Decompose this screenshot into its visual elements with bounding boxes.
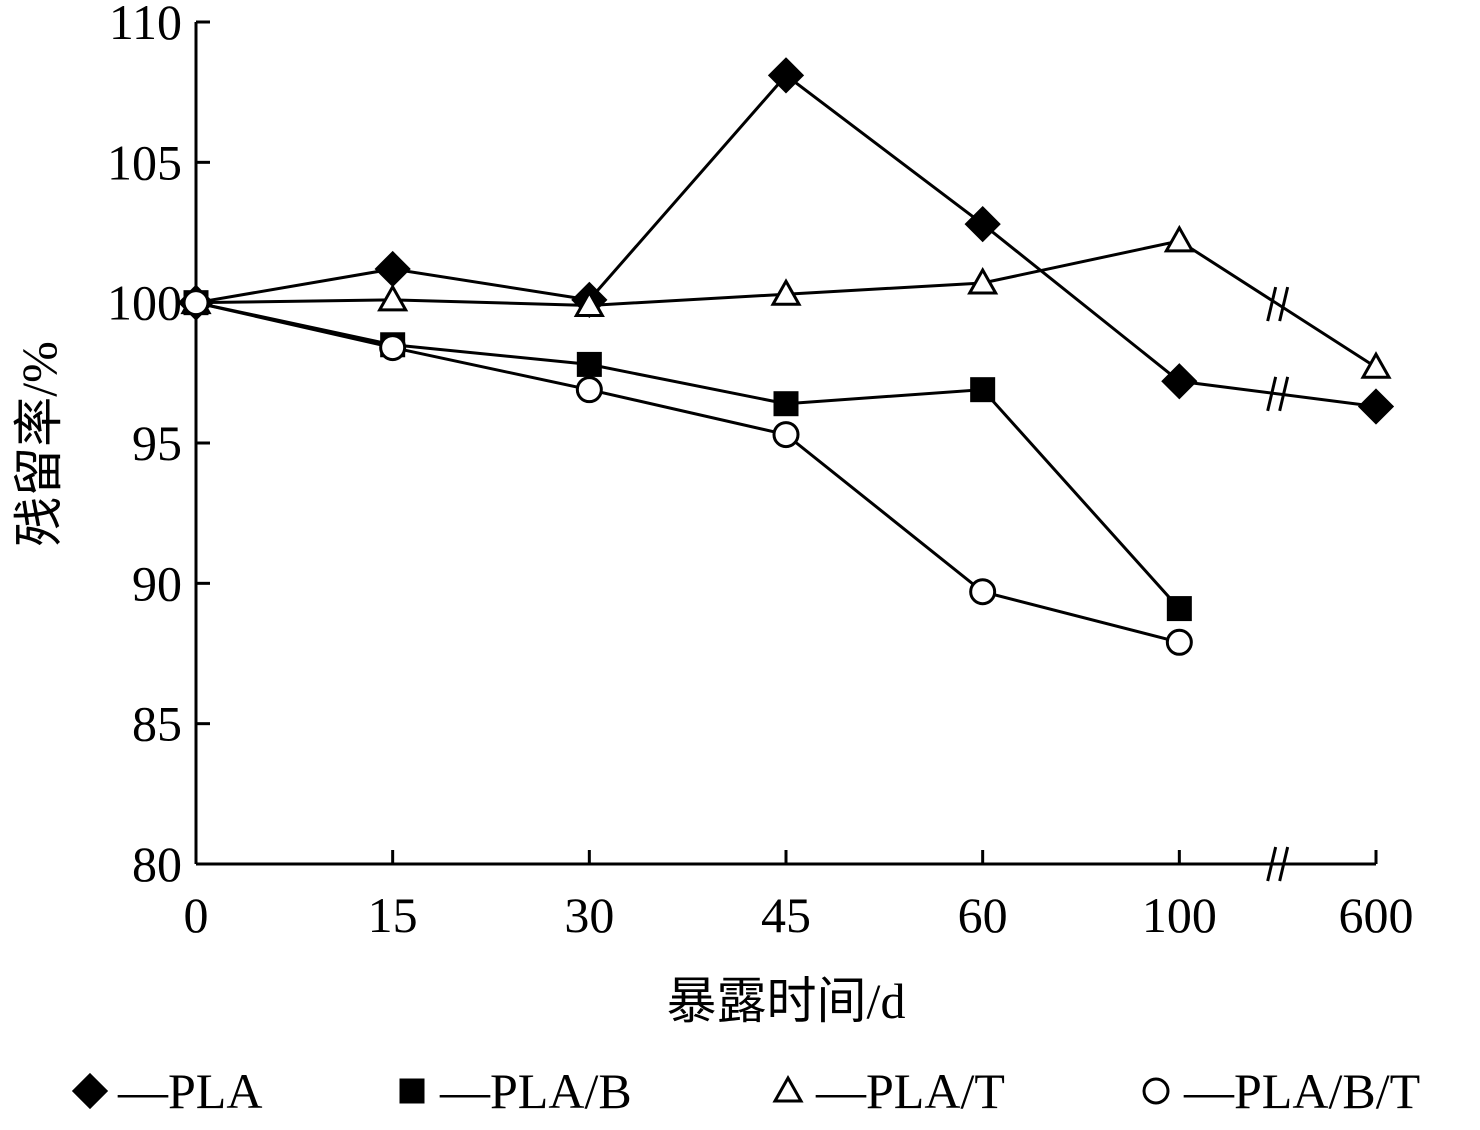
y-axis-title: 残留率/% [11, 341, 67, 547]
data-point-pla-b-t [1165, 628, 1193, 656]
data-point-pla [1161, 363, 1198, 400]
data-point-pla-b-t [772, 421, 800, 449]
series-break-pla-t [1266, 286, 1290, 322]
legend-label: —PLA/B/T [1183, 1063, 1420, 1119]
x-tick-label: 30 [564, 887, 614, 943]
y-tick-label: 85 [132, 696, 182, 752]
x-axis-title: 暴露时间/d [667, 973, 906, 1029]
y-tick-label: 80 [132, 836, 182, 892]
legend-item-pla-b-t: —PLA/B/T [1142, 1063, 1420, 1119]
axes: 80 85 90 95 100 105 110 0 15 30 45 60 100 600 [107, 0, 1414, 943]
series-line-pla [195, 73, 1377, 409]
legend-item-pla-b: —PLA/B [399, 1063, 632, 1119]
data-point-pla-b-t [182, 289, 210, 317]
data-point-pla [1357, 388, 1395, 425]
y-tick-label: 100 [107, 275, 182, 331]
x-tick-label: 600 [1339, 887, 1414, 943]
legend-label: —PLA/T [815, 1063, 1005, 1119]
data-point-pla [374, 250, 411, 288]
legend-label: —PLA/B [439, 1063, 632, 1119]
y-tick-label: 110 [109, 0, 182, 50]
data-point-pla-b-t [379, 334, 407, 362]
legend-marker [1142, 1077, 1170, 1105]
legend: —PLA —PLA/B —PLA/T —PLA/B/T [71, 1063, 1420, 1119]
legend-marker [399, 1078, 425, 1104]
series-line-pla-b [195, 301, 1181, 610]
series-markers [177, 57, 1395, 656]
data-point-pla-t [770, 278, 802, 306]
data-point-pla-t [1163, 224, 1195, 253]
x-tick-label: 15 [368, 887, 418, 943]
legend-item-pla: —PLA [71, 1063, 262, 1119]
y-tick-label: 105 [107, 134, 182, 190]
data-point-pla-t [377, 283, 409, 312]
x-tick-label: 100 [1142, 887, 1217, 943]
legend-item-pla-t: —PLA/T [772, 1063, 1005, 1119]
y-tick-label: 95 [132, 415, 182, 471]
series-line-pla-b-t [195, 301, 1180, 644]
y-tick-label: 90 [132, 555, 182, 611]
data-point-pla-b-t [575, 376, 603, 404]
legend-marker [772, 1074, 804, 1103]
data-point-pla-b [576, 351, 602, 377]
x-tick-label: 60 [958, 887, 1008, 943]
data-point-pla-t [573, 289, 605, 317]
data-point-pla-b-t [969, 578, 997, 606]
series-break-pla [1266, 376, 1290, 412]
x-tick-label: 0 [184, 887, 209, 943]
data-point-pla [767, 57, 805, 94]
data-point-pla-t [967, 266, 999, 295]
legend-marker [71, 1072, 109, 1110]
data-point-pla-t [1360, 351, 1392, 379]
data-point-pla-b [1166, 596, 1192, 622]
series-lines [195, 73, 1377, 644]
legend-label: —PLA [117, 1063, 262, 1119]
data-point-pla-b [970, 377, 996, 403]
axis-break-marks [1266, 286, 1290, 882]
data-point-pla [964, 205, 1001, 243]
data-point-pla-b [773, 391, 799, 417]
x-tick-label: 45 [761, 887, 811, 943]
x-axis-break [1266, 846, 1290, 882]
